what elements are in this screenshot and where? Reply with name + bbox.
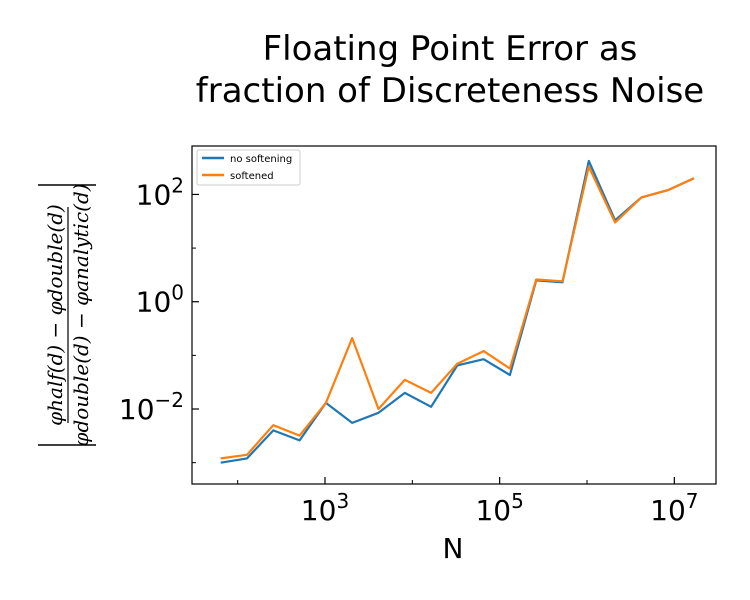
- legend-label-no-softening: no softening: [230, 154, 292, 165]
- x-tick-label: 105: [475, 489, 523, 527]
- ticks-layer: 103 105 107 10−2 100 102: [119, 173, 699, 527]
- legend: no softening softened: [196, 149, 301, 186]
- y-tick-label: 10−2: [119, 388, 184, 426]
- x-tick-label: 107: [650, 489, 698, 527]
- legend-label-softened: softened: [230, 171, 274, 182]
- series-line-softened: [220, 165, 695, 460]
- plot-frame: [191, 145, 717, 485]
- chart-title-line-2: fraction of Discreteness Noise: [195, 71, 705, 111]
- y-axis-label: φhalf(d) − φdouble(d) φdouble(d) − φanal…: [38, 183, 96, 447]
- y-tick-label: 100: [136, 281, 184, 319]
- series-layer: [220, 159, 695, 464]
- series-line-no-softening: [220, 159, 695, 464]
- y-axis-label-denominator: φdouble(d) − φanalytic(d): [69, 183, 93, 446]
- y-tick-label: 102: [136, 173, 184, 211]
- chart-title-line-1: Floating Point Error as: [262, 29, 638, 69]
- y-axis-label-numerator: φhalf(d) − φdouble(d): [43, 204, 67, 426]
- x-tick-label: 103: [301, 489, 349, 527]
- x-axis-label: N: [443, 532, 464, 565]
